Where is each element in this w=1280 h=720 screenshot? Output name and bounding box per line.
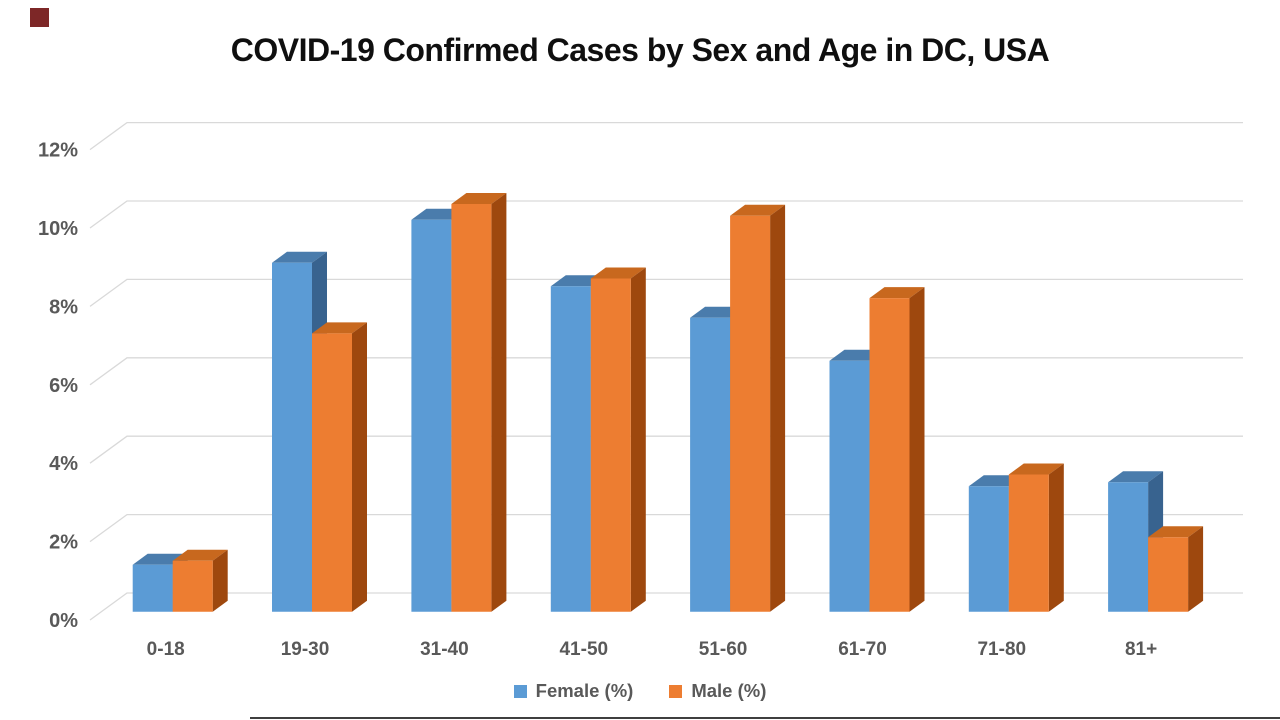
corner-accent-square: [30, 8, 49, 27]
chart-legend: Female (%) Male (%): [0, 680, 1280, 702]
legend-label-female: Female (%): [535, 680, 634, 701]
ytick-label-12%: 12%: [38, 140, 78, 162]
bar-male-31-40: [451, 193, 507, 612]
gridline-4%: [89, 435, 1243, 464]
gridline-10%: [89, 200, 1243, 229]
gridline-0%: [89, 592, 1243, 621]
gridline-2%: [89, 513, 1243, 543]
bar-male-41-50: [590, 267, 646, 612]
xtick-label-41-50: 41-50: [559, 639, 608, 660]
ytick-label-0%: 0%: [49, 610, 78, 632]
xtick-label-61-70: 61-70: [838, 639, 887, 660]
bottom-border-line: [250, 717, 1280, 719]
ytick-label-4%: 4%: [49, 453, 78, 475]
xtick-label-71-80: 71-80: [977, 639, 1026, 660]
xtick-label-31-40: 31-40: [420, 639, 469, 660]
ytick-label-10%: 10%: [38, 218, 78, 240]
legend-item-male: Male (%): [669, 680, 766, 702]
bar-male-19-30: [312, 322, 367, 612]
xtick-label-51-60: 51-60: [699, 639, 748, 660]
chart-title: COVID-19 Confirmed Cases by Sex and Age …: [230, 32, 1050, 68]
gridline-8%: [89, 278, 1243, 307]
legend-swatch-male: [669, 684, 683, 698]
legend-item-female: Female (%): [513, 680, 634, 702]
xtick-label-81+: 81+: [1125, 639, 1157, 660]
xtick-label-19-30: 19-30: [281, 639, 330, 660]
bar-male-51-60: [730, 204, 786, 612]
gridline-12%: [89, 121, 1243, 151]
xtick-label-0-18: 0-18: [147, 639, 185, 660]
gridline-6%: [89, 357, 1243, 386]
ytick-label-6%: 6%: [49, 375, 78, 397]
bar-male-81+: [1148, 526, 1204, 612]
ytick-label-8%: 8%: [49, 296, 78, 318]
ytick-label-2%: 2%: [49, 532, 78, 554]
bar-male-0-18: [172, 549, 228, 612]
bar-male-71-80: [1008, 463, 1064, 612]
legend-label-male: Male (%): [691, 680, 767, 701]
bar-male-61-70: [869, 287, 925, 612]
legend-swatch-female: [513, 684, 527, 698]
